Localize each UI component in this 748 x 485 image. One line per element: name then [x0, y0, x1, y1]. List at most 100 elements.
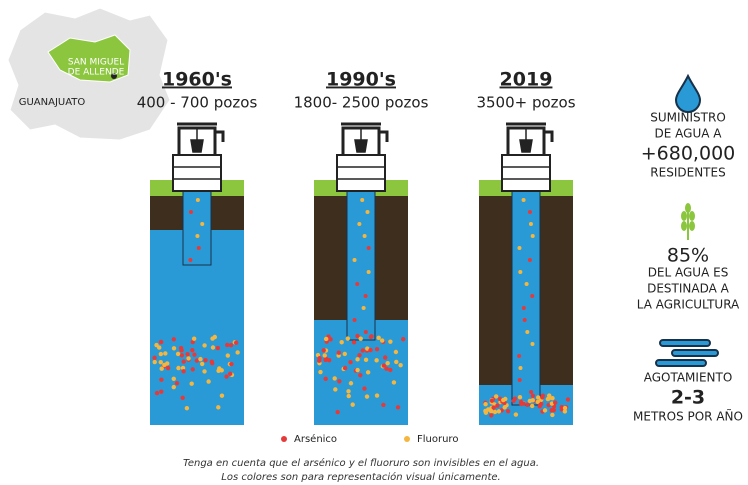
stat-unit: METROS POR AÑO [633, 409, 743, 424]
particle [158, 351, 164, 357]
bucket [519, 128, 533, 153]
particle [546, 402, 551, 408]
particle [357, 222, 362, 226]
particle [206, 379, 211, 384]
particle [562, 409, 568, 414]
particle [326, 357, 332, 363]
note: Tenga en cuenta que el arsénico y el flu… [183, 457, 539, 469]
particle [517, 354, 522, 358]
particle [348, 359, 353, 365]
particle [323, 336, 329, 342]
particle [518, 366, 523, 370]
particle [345, 336, 351, 341]
particle [165, 365, 171, 371]
particle [189, 381, 194, 386]
particle [224, 374, 229, 379]
particle [229, 361, 234, 367]
particle [368, 347, 373, 353]
particle [322, 353, 327, 358]
particle [565, 397, 571, 402]
particle [525, 402, 530, 407]
particle [191, 336, 197, 341]
particle [154, 390, 160, 396]
particle [495, 403, 500, 408]
well-base [501, 154, 551, 192]
particle [518, 270, 523, 274]
particle [188, 210, 193, 214]
particle [493, 394, 499, 399]
particle [210, 361, 215, 366]
particle [385, 361, 390, 366]
particle [550, 395, 555, 401]
particle [491, 405, 496, 410]
particle [362, 386, 367, 391]
particle [376, 335, 381, 341]
legend-label: Arsénico [294, 433, 337, 445]
particle [489, 413, 494, 418]
particle [355, 282, 360, 286]
particle [355, 357, 360, 362]
particle [202, 343, 207, 348]
particle [152, 359, 157, 365]
particle [225, 353, 231, 358]
well-base [336, 154, 386, 192]
particle [212, 334, 218, 340]
particle [381, 363, 387, 368]
particle [352, 318, 357, 322]
particle [483, 402, 488, 407]
well-count: 1800- 2500 pozos [294, 94, 429, 112]
particle [159, 366, 164, 371]
particle [540, 393, 546, 398]
particle [328, 337, 333, 342]
particle [346, 393, 351, 399]
bucket [190, 128, 204, 153]
particle [528, 222, 533, 226]
particle [179, 347, 184, 353]
particle [171, 384, 176, 390]
particle [527, 398, 533, 404]
period: 1960's [162, 69, 232, 91]
particle [527, 258, 532, 262]
period: 1990's [326, 69, 396, 91]
particle [159, 377, 164, 382]
particle [335, 409, 340, 415]
particle [369, 334, 374, 339]
particle [318, 369, 323, 375]
particle [181, 359, 186, 364]
particle [518, 399, 524, 405]
pipe [182, 189, 212, 266]
particle [194, 358, 200, 363]
stats: SUMINISTRO DE AGUA A +680,000 RESIDENTES… [633, 73, 743, 424]
particle [198, 356, 203, 362]
particle [512, 396, 518, 401]
particle [190, 367, 195, 372]
particle [158, 339, 164, 345]
map-city: SAN MIGUEL [68, 58, 124, 68]
particle [366, 270, 371, 274]
particle [361, 306, 366, 310]
particle [350, 402, 355, 407]
particle [185, 351, 190, 357]
particle [210, 345, 216, 350]
pipe [511, 189, 541, 406]
particle [365, 370, 371, 375]
particle [524, 282, 529, 286]
particle [171, 346, 177, 351]
particle [388, 339, 393, 344]
particle [219, 393, 225, 398]
particle [489, 398, 495, 403]
particle [179, 353, 185, 358]
particle [401, 336, 406, 342]
particle [215, 345, 221, 351]
particle [363, 330, 368, 334]
particle [346, 389, 351, 394]
particle [505, 408, 511, 414]
particle [339, 340, 344, 345]
well-count: 3500+ pozos [476, 94, 575, 112]
particle [175, 351, 181, 357]
particle [384, 366, 389, 371]
particle [394, 359, 399, 365]
particle [352, 258, 357, 262]
particle [517, 246, 522, 250]
